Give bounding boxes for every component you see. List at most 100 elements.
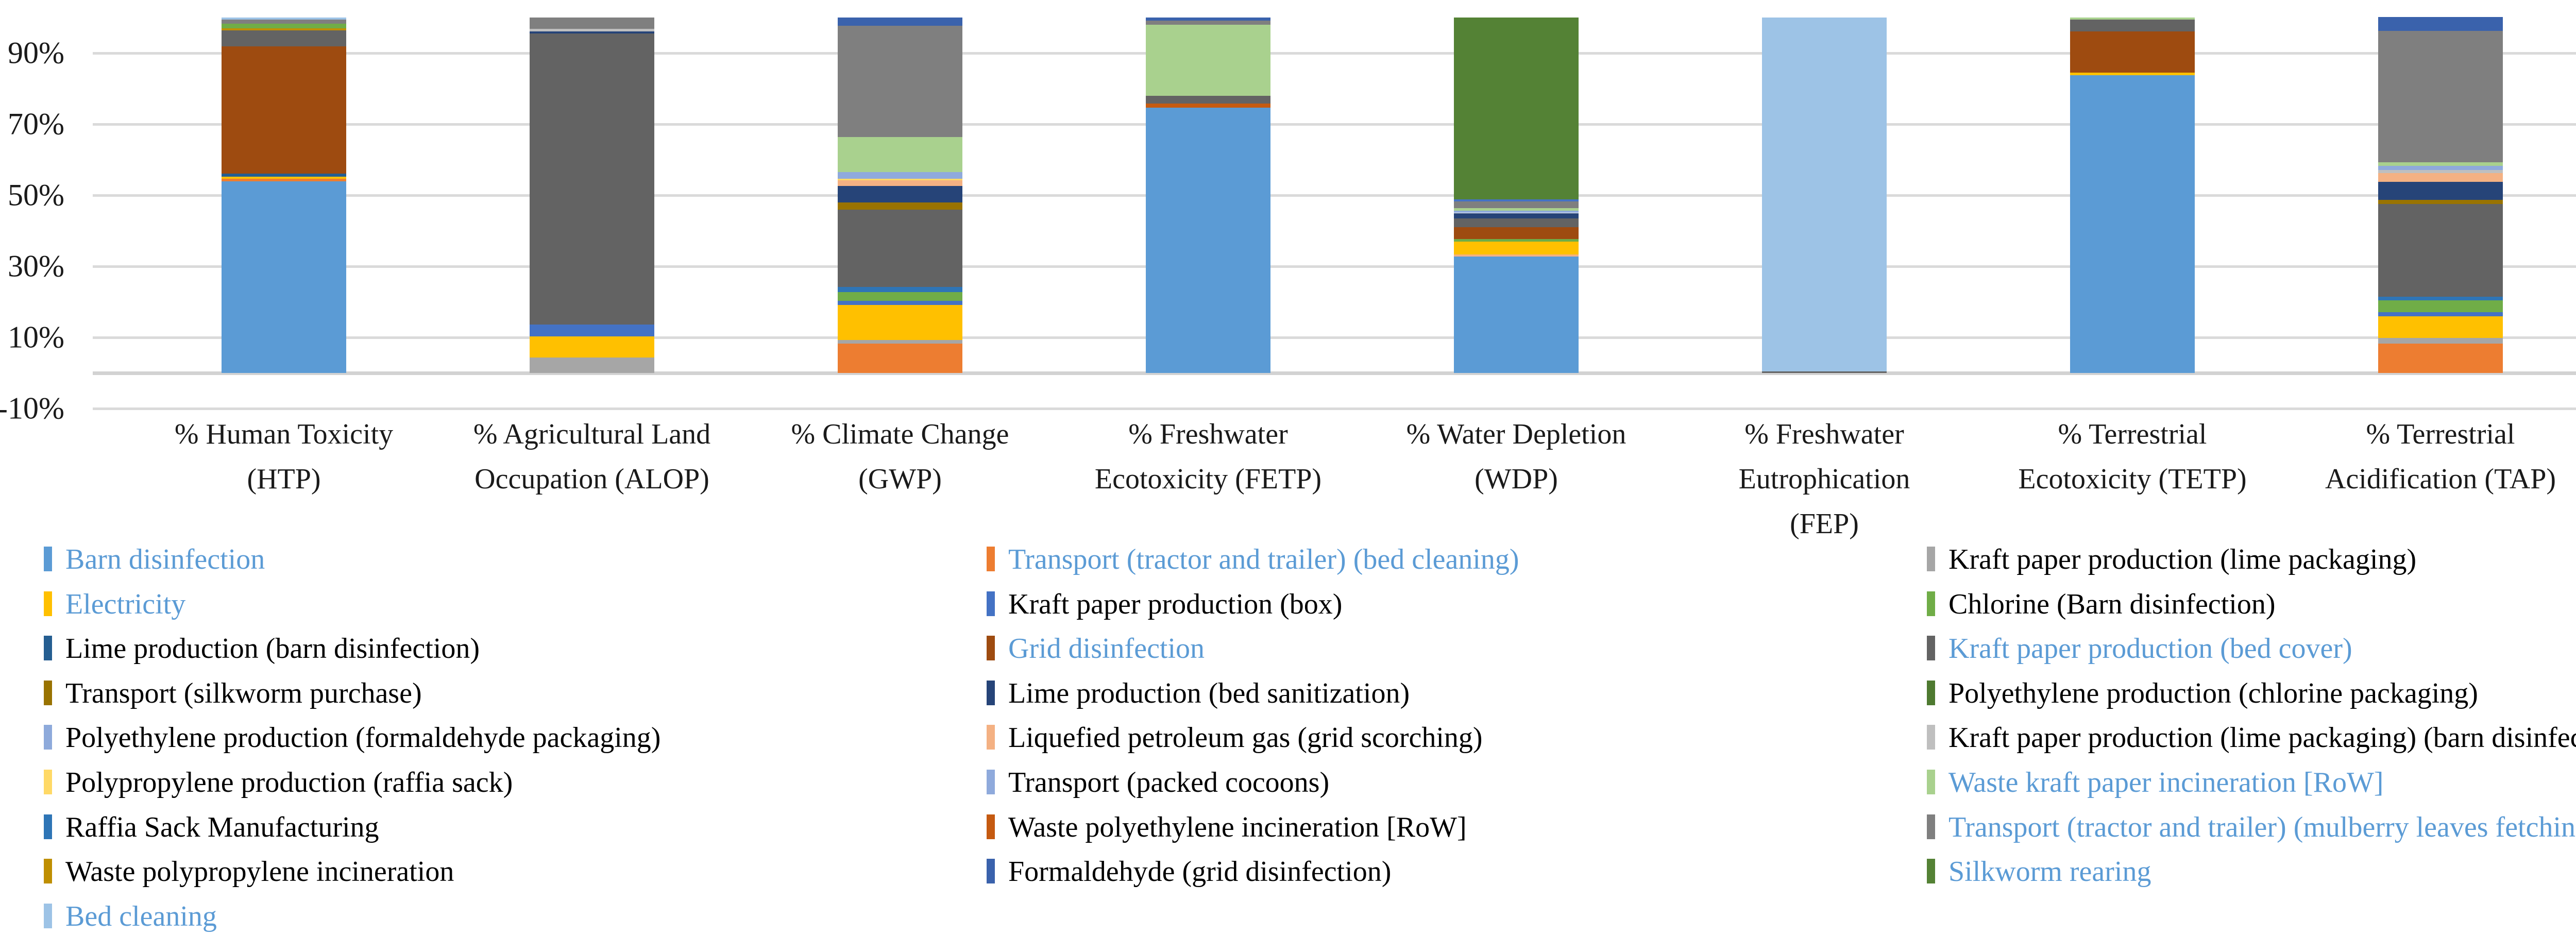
legend-label: Transport (packed cocoons) xyxy=(1008,767,1330,798)
y-tick-label: 50% xyxy=(8,178,64,212)
bar-segment xyxy=(838,344,962,373)
bar-segment xyxy=(1454,208,1579,211)
bar-segment xyxy=(530,357,654,373)
legend-label: Electricity xyxy=(65,588,186,620)
bar-segment xyxy=(530,18,654,29)
bar-segment xyxy=(2378,181,2503,200)
bar-segment xyxy=(838,339,962,344)
bar-segment xyxy=(222,28,346,30)
y-tick-label: 30% xyxy=(8,249,64,283)
bar-segment xyxy=(1454,239,1579,242)
x-axis-label-line: % Freshwater xyxy=(1744,418,1904,450)
bar-segment xyxy=(1454,201,1579,208)
gridline xyxy=(93,52,2576,55)
legend-swatch xyxy=(987,725,995,750)
bar-HTP xyxy=(222,0,346,952)
legend-label: Kraft paper production (bed cover) xyxy=(1948,633,2352,665)
x-axis-label-line: Ecotoxicity (TETP) xyxy=(2018,463,2247,495)
legend-swatch xyxy=(987,859,995,884)
x-axis-label: % Terrestrial Acidification (TAP) xyxy=(2286,412,2576,502)
bar-segment xyxy=(2378,30,2503,162)
legend-swatch xyxy=(1927,547,1935,571)
legend-label: Transport (silkworm purchase) xyxy=(65,677,422,709)
legend-swatch xyxy=(987,680,995,705)
bar-segment xyxy=(1762,371,1887,373)
legend-swatch xyxy=(1927,636,1935,661)
bar-segment xyxy=(838,18,962,26)
bar-segment xyxy=(838,292,962,301)
x-axis-label: % Terrestrial Ecotoxicity (TETP) xyxy=(1978,412,2287,502)
x-axis-label-line: (GWP) xyxy=(858,463,942,495)
bar-segment xyxy=(530,325,654,336)
bar-segment xyxy=(2378,338,2503,344)
bar-segment xyxy=(2070,72,2195,75)
gridline xyxy=(93,265,2576,268)
legend-swatch xyxy=(44,859,52,884)
bar-segment xyxy=(222,18,346,20)
gridline xyxy=(93,407,2576,410)
bar-segment xyxy=(1454,257,1579,373)
bar-segment xyxy=(222,181,346,373)
bar-segment xyxy=(838,172,962,179)
bar-segment xyxy=(530,336,654,358)
legend-swatch xyxy=(987,591,995,616)
x-axis-label-line: % Water Depletion xyxy=(1406,418,1626,450)
bar-segment xyxy=(1146,24,1270,96)
x-axis-label-line: (FEP) xyxy=(1790,508,1859,540)
bar-segment xyxy=(2378,203,2503,297)
legend-label: Grid disinfection xyxy=(1008,633,1205,665)
x-axis-label: % Water Depletion (WDP) xyxy=(1362,412,1671,502)
x-axis-label-line: Occupation (ALOP) xyxy=(474,463,709,495)
legend-swatch xyxy=(1927,814,1935,839)
bar-ALOP xyxy=(530,0,654,952)
bar-segment xyxy=(838,137,962,173)
x-axis-label-line: Eutrophication xyxy=(1738,463,1910,495)
legend-swatch xyxy=(987,636,995,661)
bar-segment xyxy=(838,304,962,340)
bar-segment xyxy=(2070,20,2195,31)
bar-segment xyxy=(2378,316,2503,338)
x-axis-label-line: Acidification (TAP) xyxy=(2325,463,2556,495)
x-axis-label-line: % Human Toxicity xyxy=(174,418,394,450)
x-axis-label-line: % Terrestrial xyxy=(2366,418,2515,450)
bar-segment xyxy=(2378,296,2503,301)
bar-segment xyxy=(2378,199,2503,204)
x-axis-label-line: (WDP) xyxy=(1475,463,1558,495)
bar-segment xyxy=(838,186,962,202)
legend-label: Lime production (barn disinfection) xyxy=(65,633,480,665)
bar-segment xyxy=(838,25,962,137)
bar-segment xyxy=(838,180,962,186)
legend-label: Kraft paper production (lime packaging) … xyxy=(1948,722,2576,754)
legend-swatch xyxy=(987,814,995,839)
x-axis-label-line: % Agricultural Land xyxy=(473,418,711,450)
legend-label: Polypropylene production (raffia sack) xyxy=(65,767,513,798)
x-axis-label: % Freshwater Eutrophication (FEP) xyxy=(1670,412,1979,547)
legend-label: Lime production (bed sanitization) xyxy=(1008,677,1410,709)
legend-swatch xyxy=(44,903,52,928)
legend-swatch xyxy=(1927,725,1935,750)
bar-segment xyxy=(2378,17,2503,31)
bar-segment xyxy=(1454,218,1579,228)
legend-swatch xyxy=(1927,591,1935,616)
gridline xyxy=(93,194,2576,197)
x-axis-label-line: % Terrestrial xyxy=(2058,418,2207,450)
bar-TAP xyxy=(2378,0,2503,952)
bar-segment xyxy=(222,179,346,182)
x-axis-label: % Freshwater Ecotoxicity (FETP) xyxy=(1054,412,1363,502)
bar-segment xyxy=(1454,227,1579,239)
bar-segment xyxy=(2070,31,2195,73)
bar-segment xyxy=(1146,107,1270,373)
bar-segment xyxy=(1454,213,1579,218)
bar-segment xyxy=(1146,103,1270,108)
bar-segment xyxy=(1454,210,1579,213)
legend-label: Raffia Sack Manufacturing xyxy=(65,811,379,843)
bar-segment xyxy=(530,31,654,34)
bar-segment xyxy=(1454,254,1579,257)
bar-segment xyxy=(838,178,962,180)
legend-label: Polyethylene production (formaldehyde pa… xyxy=(65,722,661,754)
legend-label: Bed cleaning xyxy=(65,900,217,932)
legend-swatch xyxy=(44,770,52,794)
bar-WDP xyxy=(1454,0,1579,952)
x-axis-label: % Climate Change (GWP) xyxy=(745,412,1055,502)
x-axis-label: % Agricultural Land Occupation (ALOP) xyxy=(437,412,747,502)
